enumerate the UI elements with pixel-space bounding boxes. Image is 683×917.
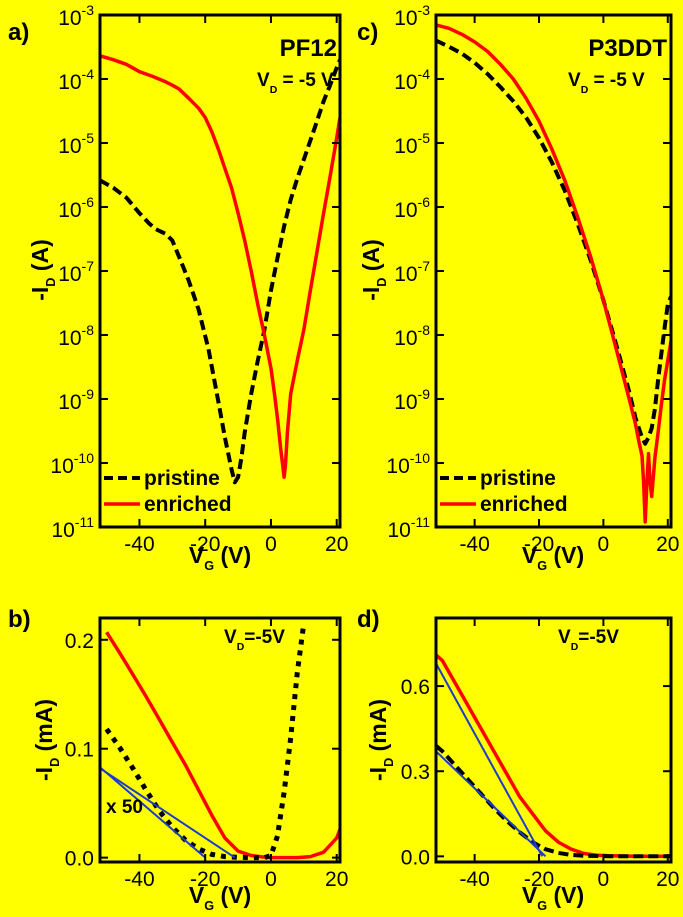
legend-label-enriched: enriched — [144, 493, 232, 516]
y-axis-label-group: -ID (mA) — [31, 699, 62, 781]
series-pristine — [436, 744, 671, 859]
x-tick-label: -40 — [459, 533, 489, 556]
panel-d: -40 -20 0 20 0.0 0.3 0.6 d) VD=-5V VG (V) -ID (mA) — [357, 606, 679, 913]
y-axis-label-group: -ID (mA) — [365, 699, 396, 781]
y-axis-label: -ID (mA) — [365, 699, 396, 781]
y-tick-label: 0.3 — [401, 761, 430, 784]
series-fit-line-2 — [436, 662, 544, 857]
panel-label: a) — [8, 19, 29, 46]
y-tick-label: 10-4 — [58, 66, 94, 94]
y-tick-label: 10-11 — [387, 514, 430, 542]
scale-factor-annotation: x 50 — [106, 797, 143, 818]
panel-b: -40 -20 0 20 0.0 0.1 0.2 b) VD=-5V x 50 VG (V) -ID … — [8, 606, 348, 913]
y-axis-label: -ID (A) — [27, 239, 58, 301]
y-tick-label: 10-5 — [394, 130, 430, 158]
x-axis-label: VG (V) — [189, 542, 251, 573]
drain-voltage-annotation: VD = -5 V — [257, 70, 334, 96]
y-axis-label-group: -ID (A) — [27, 239, 58, 301]
y-tick-label: 10-7 — [394, 258, 430, 286]
series-enriched — [436, 23, 671, 524]
x-tick-label: 0 — [598, 868, 610, 891]
y-tick-label: 10-6 — [58, 194, 94, 222]
panel-title: PF12 — [280, 35, 337, 62]
y-tick-label: 0.6 — [401, 676, 430, 699]
series-fit-line-3 — [436, 750, 547, 858]
y-tick-label: 10-3 — [58, 2, 94, 30]
x-tick-label: -40 — [124, 868, 154, 891]
x-tick-label: -40 — [459, 868, 489, 891]
y-tick-label: 0.1 — [65, 739, 94, 762]
x-tick-label: -20 — [190, 533, 220, 556]
series-fit-line-3 — [100, 766, 206, 859]
plot-frame — [98, 616, 342, 864]
y-tick-label: 10-10 — [386, 450, 430, 478]
drain-voltage-annotation: VD=-5V — [558, 627, 619, 653]
y-tick-label: 10-11 — [51, 514, 94, 542]
legend-label-pristine: pristine — [480, 467, 556, 490]
series-fit-line-2 — [100, 767, 236, 859]
y-tick-label: 10-5 — [58, 130, 94, 158]
panel-label: b) — [8, 606, 31, 633]
series-enriched — [105, 631, 340, 860]
y-axis-label: -ID (mA) — [31, 699, 62, 781]
x-tick-label: 20 — [325, 868, 348, 891]
y-tick-label: 10-8 — [394, 322, 430, 350]
series-pristine — [100, 58, 340, 485]
x-tick-label: 20 — [656, 868, 679, 891]
x-tick-label: -20 — [524, 868, 554, 891]
y-tick-label: 10-9 — [58, 386, 94, 414]
legend-label-enriched: enriched — [480, 493, 568, 516]
x-tick-label: 0 — [598, 533, 610, 556]
y-axis-label-group: -ID (A) — [358, 239, 389, 301]
series-enriched — [100, 54, 340, 479]
x-tick-label: -20 — [190, 868, 220, 891]
series-group — [100, 54, 340, 485]
panel-label: c) — [357, 19, 378, 46]
series-group — [436, 653, 671, 859]
y-tick-label: 0.2 — [65, 630, 94, 653]
y-axis-label: -ID (A) — [358, 239, 389, 301]
drain-voltage-annotation: VD = -5 V — [568, 70, 645, 96]
y-tick-label: 10-6 — [394, 194, 430, 222]
y-tick-label: 10-4 — [394, 66, 430, 94]
series-group — [436, 23, 671, 524]
x-axis-label: VG (V) — [189, 882, 251, 913]
y-tick-label: 10-10 — [50, 450, 94, 478]
x-tick-label: -20 — [524, 533, 554, 556]
x-tick-label: -40 — [124, 533, 154, 556]
plot-frame — [434, 13, 673, 529]
plot-frame — [98, 13, 342, 529]
panel-a: -40 -20 0 20 10-11 10-10 10-9 10-8 10-7 10-6 10-5 1… — [8, 2, 348, 573]
drain-voltage-annotation: VD=-5V — [224, 627, 285, 653]
y-tick-label: 10-3 — [394, 2, 430, 30]
x-tick-label: 0 — [265, 533, 277, 556]
series-enriched — [436, 653, 671, 859]
y-tick-label: 0.0 — [401, 846, 430, 869]
panel-c: -40 -20 0 20 10-11 10-10 10-9 10-8 10-7 10-6 10-5 1… — [357, 2, 679, 573]
x-tick-label: 20 — [656, 533, 679, 556]
x-axis-label: VG (V) — [522, 882, 584, 913]
y-tick-label: 10-9 — [394, 386, 430, 414]
plot-frame — [434, 616, 673, 864]
series-group — [100, 623, 340, 861]
x-tick-label: 0 — [265, 868, 277, 891]
legend-label-pristine: pristine — [144, 467, 220, 490]
panel-label: d) — [357, 606, 380, 633]
y-tick-label: 10-7 — [58, 258, 94, 286]
y-tick-label: 0.0 — [65, 848, 94, 871]
y-tick-label: 10-8 — [58, 322, 94, 350]
series-pristine — [104, 623, 307, 861]
series-pristine — [436, 38, 671, 446]
x-tick-label: 20 — [325, 533, 348, 556]
panel-title: P3DDT — [588, 35, 667, 62]
x-axis-label: VG (V) — [522, 542, 584, 573]
